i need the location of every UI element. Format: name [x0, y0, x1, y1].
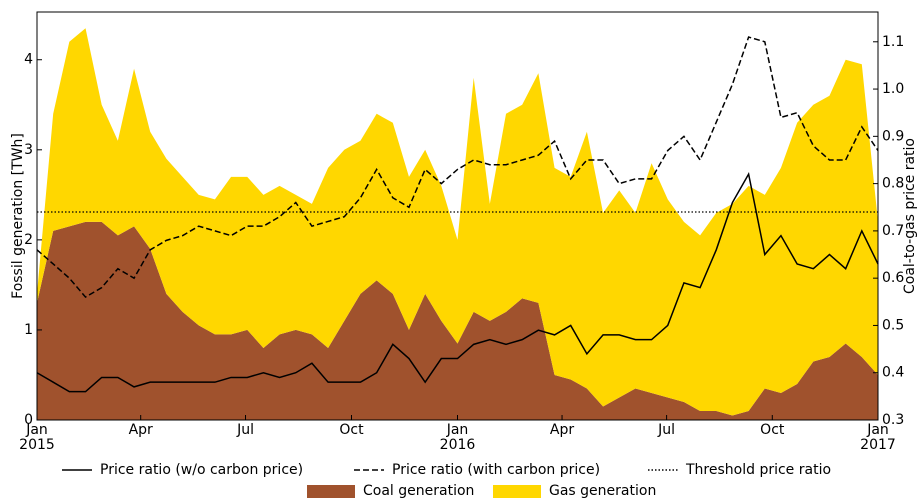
legend-label: Coal generation: [363, 483, 474, 499]
line: [36, 36, 879, 299]
y2-tick-label: 1.0: [882, 81, 904, 97]
area: [37, 28, 878, 416]
x-tick-label: Apr: [550, 422, 574, 438]
y2-tick-label: 0.4: [882, 365, 904, 381]
x-tick-label: Oct: [339, 422, 364, 438]
y2-tick-label: 0.8: [882, 176, 904, 192]
x-tick-label: Jan 2015: [19, 422, 55, 453]
x-tick-label: Jan 2017: [860, 422, 896, 453]
legend-swatch: [307, 485, 355, 498]
y-tick-label: 1: [24, 322, 33, 338]
x-tick-label: Apr: [129, 422, 153, 438]
area: [37, 221, 878, 420]
x-tick-label: Jul: [236, 422, 254, 438]
y-tick-label: 0: [24, 412, 33, 428]
legend-label: Gas generation: [549, 483, 656, 499]
legend-label: Price ratio (w/o carbon price): [100, 462, 303, 478]
y2-tick-label: 0.6: [882, 270, 904, 286]
y2-axis-label: Coal-to-gas price ratio: [902, 138, 918, 294]
y2-tick-label: 0.3: [882, 412, 904, 428]
legend-label: Price ratio (with carbon price): [392, 462, 600, 478]
y2-tick-label: 0.5: [882, 317, 904, 333]
x-tick-label: Oct: [760, 422, 785, 438]
legend-label: Threshold price ratio: [685, 462, 831, 478]
y2-tick-label: 1.1: [882, 34, 904, 50]
y2-tick-label: 0.9: [882, 128, 904, 144]
y2-tick-label: 0.7: [882, 223, 904, 239]
y-axis-label: Fossil generation [TWh]: [10, 133, 26, 299]
y-tick-label: 4: [24, 52, 33, 68]
legend-swatch: [493, 485, 541, 498]
y-tick-label: 3: [24, 142, 33, 158]
line: [36, 172, 879, 393]
x-tick-label: Jan 2016: [440, 422, 476, 453]
y-tick-label: 2: [24, 232, 33, 248]
x-tick-label: Jul: [657, 422, 675, 438]
